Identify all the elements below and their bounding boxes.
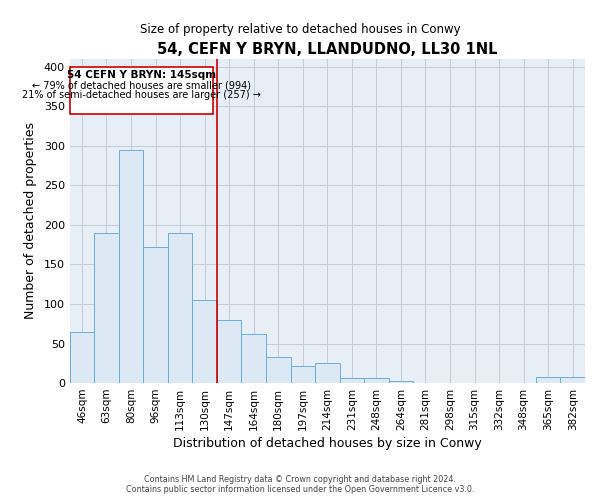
Bar	[536, 376, 560, 383]
Bar	[241, 334, 266, 383]
Text: Contains HM Land Registry data © Crown copyright and database right 2024.
Contai: Contains HM Land Registry data © Crown c…	[126, 474, 474, 494]
X-axis label: Distribution of detached houses by size in Conwy: Distribution of detached houses by size …	[173, 437, 482, 450]
Bar	[143, 247, 168, 383]
Bar	[266, 357, 290, 383]
Bar	[94, 232, 119, 383]
Bar	[70, 332, 94, 383]
Bar	[389, 382, 413, 383]
Text: 21% of semi-detached houses are larger (257) →: 21% of semi-detached houses are larger (…	[22, 90, 261, 101]
Bar	[340, 378, 364, 383]
Text: ← 79% of detached houses are smaller (994): ← 79% of detached houses are smaller (99…	[32, 80, 251, 90]
Bar	[364, 378, 389, 383]
Text: Size of property relative to detached houses in Conwy: Size of property relative to detached ho…	[140, 22, 460, 36]
Y-axis label: Number of detached properties: Number of detached properties	[24, 122, 37, 320]
FancyBboxPatch shape	[70, 66, 213, 114]
Bar	[168, 232, 193, 383]
Bar	[315, 364, 340, 383]
Bar	[119, 150, 143, 383]
Bar	[193, 300, 217, 383]
Bar	[217, 320, 241, 383]
Bar	[560, 376, 585, 383]
Bar	[290, 366, 315, 383]
Text: 54 CEFN Y BRYN: 145sqm: 54 CEFN Y BRYN: 145sqm	[67, 70, 216, 80]
Title: 54, CEFN Y BRYN, LLANDUDNO, LL30 1NL: 54, CEFN Y BRYN, LLANDUDNO, LL30 1NL	[157, 42, 497, 58]
